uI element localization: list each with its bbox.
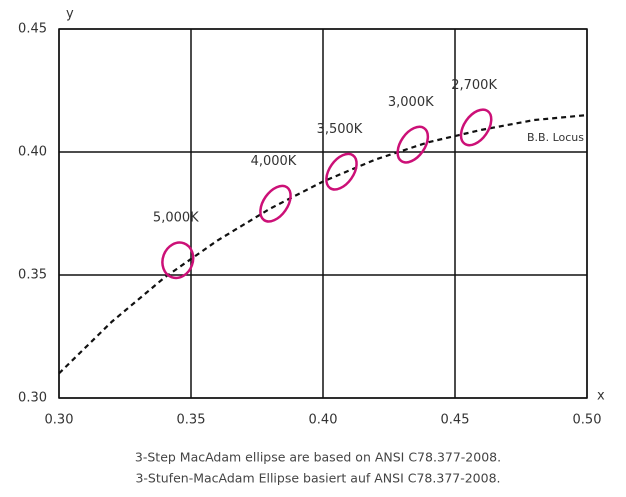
ellipse-label: 3,500K — [317, 122, 363, 137]
y-tick-label: 0.40 — [18, 145, 47, 160]
footnote: 3-Stufen-MacAdam Ellipse basiert auf ANS… — [135, 471, 500, 486]
macadam-ellipse — [161, 241, 195, 280]
macadam-ellipse — [259, 184, 292, 223]
y-tick-label: 0.45 — [18, 22, 47, 37]
macadam-ellipse — [459, 108, 493, 147]
locus-line — [58, 114, 588, 375]
x-tick-label: 0.45 — [441, 413, 470, 428]
x-tick-label: 0.30 — [45, 413, 74, 428]
macadam-ellipse — [396, 125, 430, 164]
y-axis-label: y — [66, 7, 74, 22]
ellipse-label: 4,000K — [251, 154, 297, 169]
locus-label: B.B. Locus — [527, 131, 584, 144]
y-tick-label: 0.35 — [18, 268, 47, 283]
macadam-ellipse — [325, 152, 358, 191]
ellipse-label: 3,000K — [388, 95, 434, 110]
x-tick-label: 0.50 — [573, 413, 602, 428]
x-tick-label: 0.40 — [309, 413, 338, 428]
x-tick-label: 0.35 — [177, 413, 206, 428]
x-axis-label: x — [597, 389, 605, 404]
ellipse-label: 5,000K — [153, 211, 199, 226]
ellipse-label: 2,700K — [451, 78, 497, 93]
footnote: 3-Step MacAdam ellipse are based on ANSI… — [135, 450, 501, 465]
y-tick-label: 0.30 — [18, 391, 47, 406]
